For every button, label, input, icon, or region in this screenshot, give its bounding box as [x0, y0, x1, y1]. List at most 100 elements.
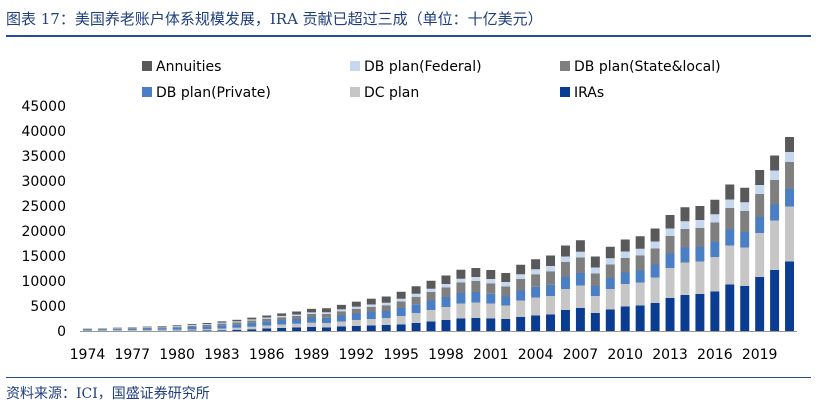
bar-segment [486, 270, 496, 279]
bar-segment [575, 285, 585, 308]
bar-segment [202, 323, 212, 325]
bar-segment [82, 329, 92, 330]
x-tick-label: 1986 [249, 347, 285, 363]
bar-stack-2013 [665, 215, 675, 331]
bar-segment [336, 304, 346, 310]
bar-segment [665, 268, 675, 298]
bar-segment [262, 321, 272, 326]
y-tick-label: 5000 [30, 299, 66, 315]
x-tick-label: 2004 [518, 347, 554, 363]
bar-segment [232, 324, 242, 328]
bar-segment [770, 220, 780, 270]
bar-segment [680, 229, 690, 248]
bar-segment [217, 322, 227, 324]
bar-segment [366, 325, 376, 331]
x-tick-label: 1995 [383, 347, 419, 363]
bar-segment [292, 314, 302, 316]
bar-segment [486, 303, 496, 319]
y-axis: 0 5000 10000 15000 20000 25000 30000 35000 40000… [21, 99, 66, 340]
bar-segment [441, 297, 451, 307]
legend-label: DB plan(Private) [156, 85, 271, 101]
bar-segment [635, 255, 645, 271]
bar-segment [710, 214, 720, 223]
bar-segment [456, 293, 466, 304]
y-tick-label: 25000 [21, 199, 66, 215]
bar-segment [396, 291, 406, 299]
bar-stack-1997 [426, 280, 436, 331]
bar-segment [187, 325, 197, 326]
bar-segment [396, 308, 406, 316]
bar-segment [97, 330, 107, 331]
bar-stack-1977 [127, 327, 137, 331]
bar-segment [351, 301, 361, 307]
bar-segment [635, 270, 645, 283]
bar-segment [232, 321, 242, 323]
bar-segment [456, 269, 466, 279]
bar-segment [292, 327, 302, 331]
bar-segment [307, 327, 317, 331]
bar-stack-1975 [97, 328, 107, 331]
bar-stack-1976 [112, 327, 122, 331]
bar-segment [232, 329, 242, 331]
bar-stack-1991 [336, 304, 346, 331]
bar-segment [620, 258, 630, 273]
legend-label: DB plan(Federal) [364, 59, 482, 75]
bar-segment [740, 202, 750, 211]
bar-segment [307, 308, 317, 313]
bar-segment [441, 275, 451, 284]
legend-label: Annuities [156, 59, 221, 75]
bar-segment [560, 262, 570, 277]
bar-stack-1988 [292, 311, 302, 331]
bar-segment [665, 236, 675, 254]
source-note: 资料来源：ICI，国盛证券研究所 [6, 386, 210, 402]
bar-segment [785, 206, 795, 262]
bar-segment [680, 247, 690, 263]
bar-segment [650, 241, 660, 249]
bar-segment [351, 326, 361, 331]
bar-segment [650, 248, 660, 265]
bar-segment [292, 323, 302, 328]
bar-segment [620, 306, 630, 331]
bar-segment [247, 322, 257, 327]
bar-segment [516, 290, 526, 301]
bar-stack-2017 [725, 184, 735, 331]
bar-segment [112, 330, 122, 331]
bar-segment [695, 261, 705, 294]
bar-segment [262, 325, 272, 329]
bar-segment [97, 328, 107, 330]
bar-segment [456, 318, 466, 331]
bar-segment [82, 330, 92, 331]
legend-item: DB plan(Federal) [350, 59, 482, 75]
bar-segment [366, 304, 376, 307]
bar-segment [202, 329, 212, 331]
y-tick-label: 30000 [21, 174, 66, 190]
bar-segment [381, 302, 391, 306]
bar-segment [546, 255, 556, 266]
bar-segment [665, 253, 675, 268]
bar-segment [411, 296, 421, 305]
bar-segment [187, 329, 197, 331]
bar-stack-2012 [650, 228, 660, 331]
bar-segment [575, 240, 585, 252]
bar-segment [441, 287, 451, 297]
bar-segment [620, 272, 630, 284]
bar-segment [635, 236, 645, 249]
bar-segment [277, 324, 287, 328]
bar-segment [531, 269, 541, 275]
bar-segment [292, 316, 302, 319]
bar-stack-2016 [710, 199, 720, 331]
bar-segment [321, 317, 331, 323]
y-tick-label: 10000 [21, 274, 66, 290]
x-tick-label: 1989 [294, 347, 330, 363]
bar-segment [336, 315, 346, 322]
bar-segment [232, 327, 242, 330]
bar-segment [127, 330, 137, 331]
bar-stack-1979 [157, 326, 167, 331]
bar-segment [262, 315, 272, 318]
bar-segment [546, 266, 556, 272]
bar-stack-2004 [531, 259, 541, 331]
bar-segment [441, 284, 451, 288]
bar-segment [381, 318, 391, 325]
y-tick-label: 40000 [21, 124, 66, 140]
bar-segment [531, 274, 541, 287]
